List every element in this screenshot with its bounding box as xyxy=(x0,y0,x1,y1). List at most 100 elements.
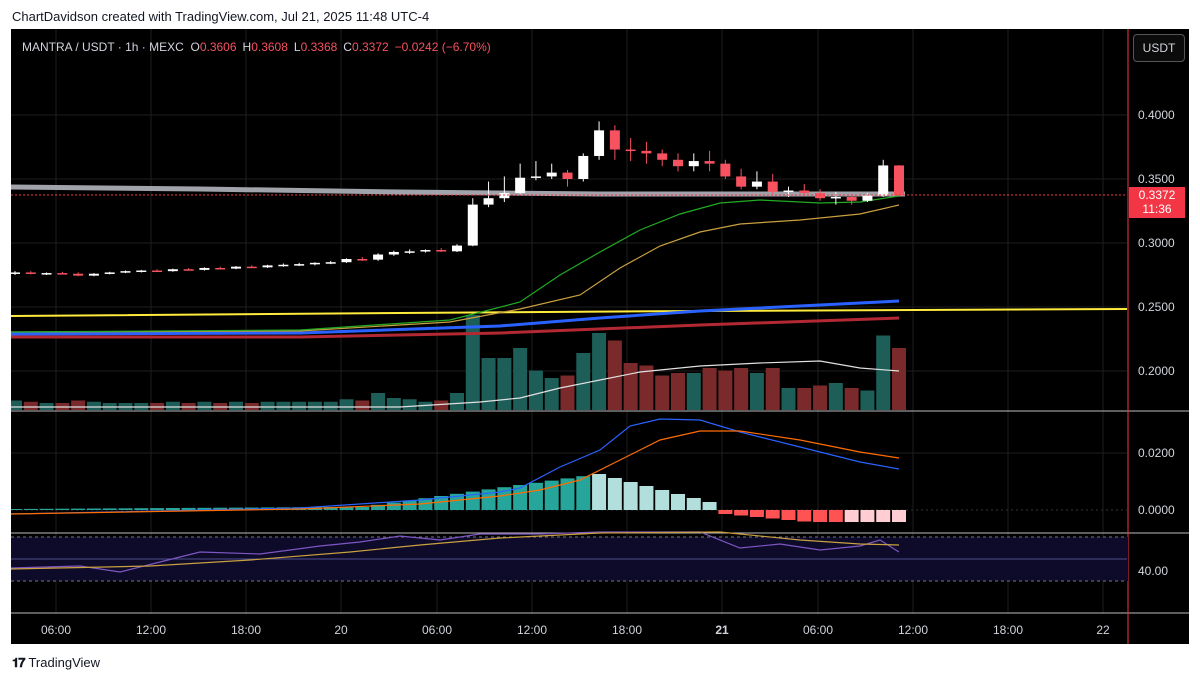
trading-chart[interactable]: 0.4000 0.3500 0.3000 0.2500 0.2000 0.020… xyxy=(11,29,1189,644)
symbol-name[interactable]: MANTRA / USDT · 1h · MEXC xyxy=(22,40,184,54)
ma-yellow-line xyxy=(11,308,1128,317)
volume-bar xyxy=(876,335,891,410)
volume-bar xyxy=(749,373,764,410)
volume-bar xyxy=(734,368,749,410)
volume-bar xyxy=(781,388,796,410)
volume-bar xyxy=(386,398,401,410)
volume-bar xyxy=(11,400,22,410)
volume-bar xyxy=(465,315,480,410)
candle xyxy=(262,265,273,268)
volume-bar xyxy=(686,373,701,410)
macd-hist-bar xyxy=(102,508,117,510)
close-label: C xyxy=(343,40,352,54)
candle xyxy=(41,273,52,275)
candle xyxy=(183,269,194,271)
macd-hist-bar xyxy=(23,508,38,510)
candle xyxy=(231,266,241,269)
time-tick: 12:00 xyxy=(898,623,928,637)
volume-bar xyxy=(513,348,528,410)
volume-bar xyxy=(671,373,685,410)
candle xyxy=(530,176,541,178)
macd-hist-bar xyxy=(860,510,875,522)
rsi-ma-line xyxy=(11,531,900,570)
macd-hist-bar xyxy=(781,510,796,520)
volume-ma-line xyxy=(11,360,900,408)
rsi-line xyxy=(11,531,900,573)
last-price-badge: 0.3372 11:36 xyxy=(1129,187,1185,218)
candle xyxy=(751,181,762,187)
macd-hist-bar xyxy=(465,491,480,510)
macd-hist-bar xyxy=(55,508,70,510)
time-tick: 06:00 xyxy=(41,623,71,637)
macd-hist-bar xyxy=(655,490,670,510)
candle xyxy=(73,273,84,276)
volume-bar xyxy=(402,399,417,410)
macd-hist-bar xyxy=(434,496,449,510)
macd-hist-bar xyxy=(876,510,891,522)
candle xyxy=(373,254,384,260)
macd-hist-bar xyxy=(718,510,733,514)
macd-hist-bar xyxy=(528,482,543,510)
candle xyxy=(578,155,589,179)
macd-line xyxy=(11,418,900,515)
rsi-tick: 40.00 xyxy=(1138,564,1168,578)
macd-hist-bar xyxy=(323,507,338,510)
last-price-value: 0.3372 xyxy=(1138,188,1176,202)
open-value: 0.3606 xyxy=(199,40,237,54)
volume-bar xyxy=(355,400,370,410)
macd-hist-bar xyxy=(828,510,843,522)
symbol-legend[interactable]: MANTRA / USDT · 1h · MEXC O0.3606 H0.3608… xyxy=(22,40,497,54)
macd-hist-bar xyxy=(450,493,464,510)
candles xyxy=(11,121,904,277)
macd-hist-bar xyxy=(560,478,575,510)
volume-bar xyxy=(528,370,543,410)
volume-bar xyxy=(892,348,906,410)
candle xyxy=(736,176,747,187)
time-tick: 12:00 xyxy=(136,623,166,637)
macd-hist-bar xyxy=(11,509,22,510)
volume-bar xyxy=(623,363,638,410)
volume-bar xyxy=(860,390,875,410)
volume-bar xyxy=(229,401,243,410)
macd-hist-bar xyxy=(844,510,859,522)
volume-bar xyxy=(765,368,780,410)
time-tick: 20 xyxy=(334,623,348,637)
candle xyxy=(688,161,699,167)
candle xyxy=(783,190,794,193)
ma-ema-fast xyxy=(11,195,900,333)
macd-hist-bar xyxy=(702,502,717,510)
volume-bar xyxy=(481,358,496,410)
macd-hist-bar xyxy=(497,487,512,510)
volume-bar xyxy=(197,401,212,410)
candle xyxy=(309,262,320,265)
chart-credit: ChartDavidson created with TradingView.c… xyxy=(12,9,430,24)
macd-hist-bar xyxy=(765,510,780,519)
footer-brand[interactable]: 𝟏𝟕 TradingView xyxy=(12,655,100,671)
candle xyxy=(436,250,447,252)
volume-bar xyxy=(655,375,670,410)
macd-tick: 0.0200 xyxy=(1138,446,1175,460)
volume-bar xyxy=(276,401,291,410)
candle xyxy=(720,163,731,177)
volume-bar xyxy=(307,401,322,410)
price-tick: 0.3000 xyxy=(1138,236,1175,250)
time-tick: 06:00 xyxy=(803,623,833,637)
macd-hist-bar xyxy=(892,510,906,522)
candle xyxy=(88,273,99,276)
candle xyxy=(562,172,573,179)
currency-button[interactable]: USDT xyxy=(1133,34,1185,62)
candle xyxy=(388,251,399,255)
macd-hist-bar xyxy=(134,508,149,510)
volume-bar xyxy=(797,388,812,410)
low-label: L xyxy=(293,40,301,54)
candle xyxy=(483,198,494,205)
candle xyxy=(846,196,857,201)
volume-bar xyxy=(576,353,591,410)
price-tick: 0.4000 xyxy=(1138,108,1175,122)
high-label: H xyxy=(242,40,252,54)
ma-blue xyxy=(11,299,900,336)
macd-hist-bar xyxy=(418,498,433,510)
candle xyxy=(499,193,510,199)
volume-bar xyxy=(71,400,86,410)
candle xyxy=(294,264,305,266)
